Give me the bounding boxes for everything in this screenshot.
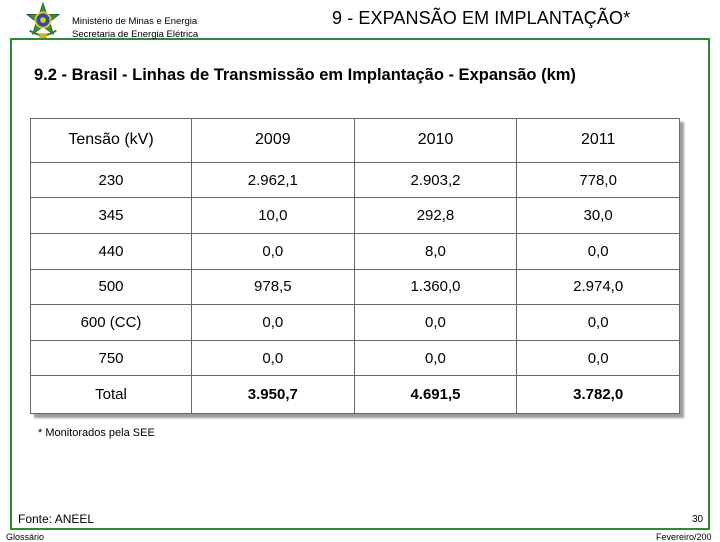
secretariat-name: Secretaria de Energia Elétrica xyxy=(72,29,199,40)
total-cell-2011: 3.782,0 xyxy=(516,375,680,414)
frame-left-line xyxy=(10,38,12,530)
ministry-name: Ministério de Minas e Energia xyxy=(72,16,198,27)
total-cell-2009: 3.950,7 xyxy=(191,375,355,414)
table-cell: 30,0 xyxy=(516,197,680,234)
table-cell: 0,0 xyxy=(516,339,680,377)
table-cell: 0,0 xyxy=(353,339,518,377)
table-cell: 440 xyxy=(30,232,192,270)
table-row: 600 (CC) 0,0 0,0 0,0 xyxy=(30,304,680,341)
transmission-table-container: Tensão (kV) 2009 2010 2011 230 2.962,1 2… xyxy=(30,118,680,414)
source-text: Fonte: ANEEL xyxy=(18,512,95,526)
table-cell: 500 xyxy=(30,268,192,306)
table-cell: 1.360,0 xyxy=(353,268,518,306)
table-row: 230 2.962,1 2.903,2 778,0 xyxy=(30,161,680,199)
table-cell: 0,0 xyxy=(191,339,355,377)
table-cell: 778,0 xyxy=(516,161,680,199)
header-cell-2010: 2010 xyxy=(353,118,518,163)
table-cell: 2.974,0 xyxy=(516,268,680,306)
frame-right-line xyxy=(708,38,710,530)
ministry-block: Ministério de Minas e Energia Secretaria… xyxy=(72,15,198,41)
table-row: 345 10,0 292,8 30,0 xyxy=(30,197,680,234)
transmission-lines-table: Tensão (kV) 2009 2010 2011 230 2.962,1 2… xyxy=(30,118,680,414)
page-number: 30 xyxy=(692,514,704,525)
table-row: 440 0,0 8,0 0,0 xyxy=(30,232,680,270)
table-cell: 0,0 xyxy=(516,232,680,270)
table-cell: 0,0 xyxy=(191,304,355,341)
table-cell: 345 xyxy=(30,197,192,234)
table-total-row: Total 3.950,7 4.691,5 3.782,0 xyxy=(30,375,680,414)
table-row: 500 978,5 1.360,0 2.974,0 xyxy=(30,268,680,306)
table-cell: 978,5 xyxy=(191,268,355,306)
table-cell: 0,0 xyxy=(191,232,355,270)
page-title: 9 - EXPANSÃO EM IMPLANTAÇÃO* xyxy=(320,8,643,29)
table-cell: 10,0 xyxy=(191,197,355,234)
brazil-coat-of-arms-icon xyxy=(25,2,61,39)
header-cell-voltage: Tensão (kV) xyxy=(30,118,192,163)
section-subtitle: 9.2 - Brasil - Linhas de Transmissão em … xyxy=(34,66,576,84)
table-cell: 0,0 xyxy=(353,304,518,341)
table-cell: 2.903,2 xyxy=(353,161,518,199)
frame-top-line xyxy=(10,38,710,40)
table-cell: 8,0 xyxy=(353,232,518,270)
total-label-cell: Total xyxy=(30,375,192,414)
table-cell: 0,0 xyxy=(516,304,680,341)
header-cell-2009: 2009 xyxy=(191,118,355,163)
table-header-row: Tensão (kV) 2009 2010 2011 xyxy=(30,118,680,163)
total-cell-2010: 4.691,5 xyxy=(353,375,518,414)
frame-bottom-line xyxy=(10,528,710,530)
footer-date: Fevereiro/200 xyxy=(656,532,712,542)
footnote: * Monitorados pela SEE xyxy=(38,427,155,439)
table-cell: 600 (CC) xyxy=(30,304,192,341)
glossary-link[interactable]: Glossário xyxy=(6,532,45,542)
header-cell-2011: 2011 xyxy=(516,118,680,163)
table-cell: 230 xyxy=(30,161,192,199)
table-cell: 2.962,1 xyxy=(191,161,355,199)
table-row: 750 0,0 0,0 0,0 xyxy=(30,339,680,377)
table-cell: 292,8 xyxy=(353,197,518,234)
table-cell: 750 xyxy=(30,339,192,377)
